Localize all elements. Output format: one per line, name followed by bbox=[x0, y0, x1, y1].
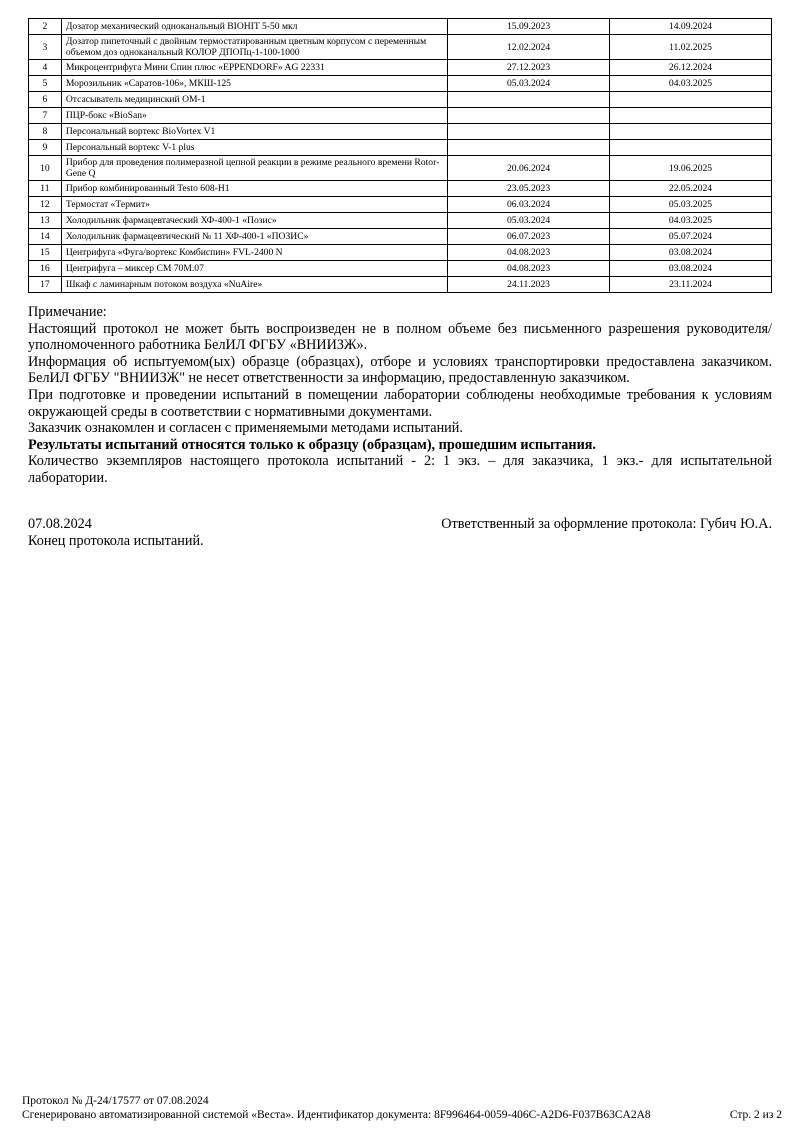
table-row: 2 Дозатор механический одноканальный BIOH… bbox=[28, 18, 772, 35]
verification-date bbox=[447, 107, 611, 124]
valid-until-date: 03.08.2024 bbox=[609, 260, 772, 277]
verification-date bbox=[447, 91, 611, 108]
row-number: 11 bbox=[28, 180, 62, 197]
equipment-name: Дозатор пипеточный с двойным термостатир… bbox=[60, 34, 449, 60]
valid-until-date bbox=[609, 123, 772, 140]
verification-date bbox=[447, 123, 611, 140]
verification-date: 12.02.2024 bbox=[447, 34, 611, 60]
verification-date: 15.09.2023 bbox=[447, 18, 611, 35]
row-number: 4 bbox=[28, 59, 62, 76]
signature-responsible: Ответственный за оформление протокола: Г… bbox=[441, 516, 772, 532]
table-row: 5 Морозильник «Саратов-106», МКШ-125 05.03… bbox=[28, 75, 772, 92]
equipment-name: Персональный вортекс BioVortex V1 bbox=[60, 123, 449, 140]
equipment-name: ПЦР-бокс «BioSan» bbox=[60, 107, 449, 124]
row-number: 13 bbox=[28, 212, 62, 229]
equipment-table: 2 Дозатор механический одноканальный BIOH… bbox=[28, 18, 772, 293]
verification-date: 27.12.2023 bbox=[447, 59, 611, 76]
verification-date: 05.03.2024 bbox=[447, 212, 611, 229]
valid-until-date: 05.03.2025 bbox=[609, 196, 772, 213]
equipment-name: Центрифуга «Фуга/вортекс Комбиспин» FVL-… bbox=[60, 244, 449, 261]
verification-date bbox=[447, 139, 611, 156]
table-row: 13 Холодильник фармацевтачеcкий ХФ-400-1 … bbox=[28, 212, 772, 229]
table-row: 4 Микроцентрифуга Мини Спин плюс «EPPENDO… bbox=[28, 59, 772, 76]
valid-until-date: 03.08.2024 bbox=[609, 244, 772, 261]
row-number: 17 bbox=[28, 276, 62, 293]
footer-generated: Сгенерировано автоматизированной системо… bbox=[22, 1109, 651, 1121]
equipment-name: Морозильник «Саратов-106», МКШ-125 bbox=[60, 75, 449, 92]
table-row: 7 ПЦР-бокс «BioSan» bbox=[28, 107, 772, 124]
verification-date: 23.05.2023 bbox=[447, 180, 611, 197]
table-row: 14 Холодильник фармацевтический № 11 ХФ-4… bbox=[28, 228, 772, 245]
equipment-name: Холодильник фармацевтический № 11 ХФ-400… bbox=[60, 228, 449, 245]
note-reproduction: Настоящий протокол не может быть воспрои… bbox=[28, 320, 772, 354]
row-number: 16 bbox=[28, 260, 62, 277]
row-number: 8 bbox=[28, 123, 62, 140]
table-row: 12 Термостат «Термит» 06.03.2024 05.03.2025 bbox=[28, 196, 772, 213]
row-number: 5 bbox=[28, 75, 62, 92]
footer-protocol: Протокол № Д-24/17577 от 07.08.2024 bbox=[22, 1095, 209, 1107]
valid-until-date bbox=[609, 139, 772, 156]
table-row: 10 Прибор для проведения полимеразной цеп… bbox=[28, 155, 772, 181]
verification-date: 05.03.2024 bbox=[447, 75, 611, 92]
row-number: 9 bbox=[28, 139, 62, 156]
valid-until-date: 11.02.2025 bbox=[609, 34, 772, 60]
valid-until-date: 26.12.2024 bbox=[609, 59, 772, 76]
valid-until-date bbox=[609, 91, 772, 108]
note-methods: Заказчик ознакомлен и согласен с применя… bbox=[28, 420, 463, 437]
table-row: 11 Прибор комбинированный Testo 608-H1 23.… bbox=[28, 180, 772, 197]
equipment-name: Холодильник фармацевтачеcкий ХФ-400-1 «П… bbox=[60, 212, 449, 229]
page-number: Стр. 2 из 2 bbox=[729, 1109, 782, 1121]
valid-until-date: 05.07.2024 bbox=[609, 228, 772, 245]
note-results: Результаты испытаний относятся только к … bbox=[28, 436, 596, 453]
equipment-name: Дозатор механический одноканальный BIOHI… bbox=[60, 18, 449, 35]
equipment-name: Микроцентрифуга Мини Спин плюс «EPPENDOR… bbox=[60, 59, 449, 76]
end-of-protocol: Конец протокола испытаний. bbox=[28, 533, 204, 549]
verification-date: 24.11.2023 bbox=[447, 276, 611, 293]
equipment-name: Прибор для проведения полимеразной цепно… bbox=[60, 155, 449, 181]
notes-section: Примечание: Настоящий протокол не может … bbox=[28, 304, 772, 487]
valid-until-date: 04.03.2025 bbox=[609, 212, 772, 229]
row-number: 2 bbox=[28, 18, 62, 35]
valid-until-date bbox=[609, 107, 772, 124]
table-row: 8 Персональный вортекс BioVortex V1 bbox=[28, 123, 772, 140]
notes-heading: Примечание: bbox=[28, 304, 107, 320]
note-copies: Количество экземпляров настоящего проток… bbox=[28, 453, 772, 486]
table-row: 3 Дозатор пипеточный с двойным термостати… bbox=[28, 34, 772, 60]
row-number: 3 bbox=[28, 34, 62, 60]
note-conditions: При подготовке и проведении испытаний в … bbox=[28, 386, 772, 420]
valid-until-date: 14.09.2024 bbox=[609, 18, 772, 35]
verification-date: 06.03.2024 bbox=[447, 196, 611, 213]
table-row: 17 Шкаф с ламинарным потоком воздуха «NuA… bbox=[28, 276, 772, 293]
verification-date: 20.06.2024 bbox=[447, 155, 611, 181]
row-number: 7 bbox=[28, 107, 62, 124]
valid-until-date: 04.03.2025 bbox=[609, 75, 772, 92]
valid-until-date: 19.06.2025 bbox=[609, 155, 772, 181]
row-number: 12 bbox=[28, 196, 62, 213]
verification-date: 04.08.2023 bbox=[447, 260, 611, 277]
signature-date: 07.08.2024 bbox=[28, 516, 92, 532]
valid-until-date: 23.11.2024 bbox=[609, 276, 772, 293]
row-number: 14 bbox=[28, 228, 62, 245]
row-number: 15 bbox=[28, 244, 62, 261]
verification-date: 06.07.2023 bbox=[447, 228, 611, 245]
equipment-name: Персональный вортекс V-1 plus bbox=[60, 139, 449, 156]
note-sample-info: Информация об испытуемом(ых) образце (об… bbox=[28, 353, 772, 387]
table-row: 16 Центрифуга – миксер СМ 70М.07 04.08.202… bbox=[28, 260, 772, 277]
table-row: 6 Отсасыватель медицинский ОМ-1 bbox=[28, 91, 772, 108]
equipment-name: Шкаф с ламинарным потоком воздуха «NuAir… bbox=[60, 276, 449, 293]
table-row: 15 Центрифуга «Фуга/вортекс Комбиспин» FV… bbox=[28, 244, 772, 261]
table-row: 9 Персональный вортекс V-1 plus bbox=[28, 139, 772, 156]
row-number: 10 bbox=[28, 155, 62, 181]
equipment-name: Прибор комбинированный Testo 608-H1 bbox=[60, 180, 449, 197]
equipment-name: Отсасыватель медицинский ОМ-1 bbox=[60, 91, 449, 108]
signature-block: 07.08.2024 Ответственный за оформление п… bbox=[28, 516, 772, 550]
equipment-name: Центрифуга – миксер СМ 70М.07 bbox=[60, 260, 449, 277]
verification-date: 04.08.2023 bbox=[447, 244, 611, 261]
valid-until-date: 22.05.2024 bbox=[609, 180, 772, 197]
row-number: 6 bbox=[28, 91, 62, 108]
page-footer: Протокол № Д-24/17577 от 07.08.2024 Сген… bbox=[22, 1094, 782, 1122]
equipment-name: Термостат «Термит» bbox=[60, 196, 449, 213]
